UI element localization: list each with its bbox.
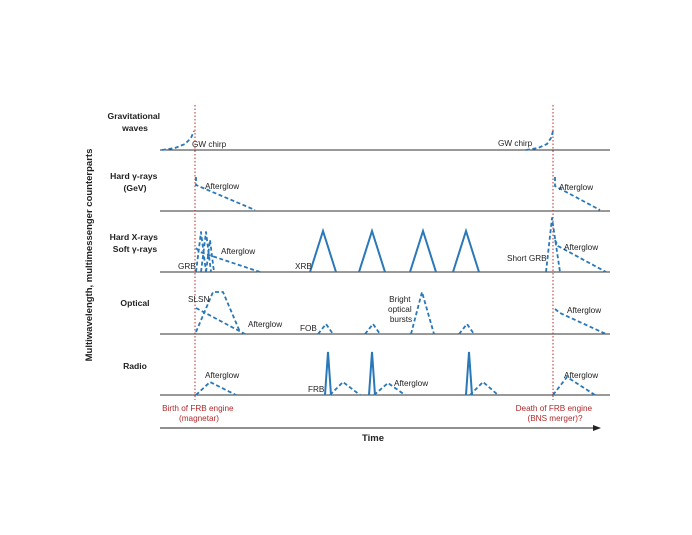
band-label-gamma: Hard γ-rays (GeV) (110, 171, 160, 193)
gamma-afterglow-left (195, 177, 256, 211)
label-afterglow-optical-right: Afterglow (567, 306, 601, 315)
frb-spike-1 (324, 351, 332, 396)
label-afterglow-radio-right: Afterglow (564, 371, 598, 380)
label-gw-chirp-left: GW chirp (192, 140, 227, 149)
label-gw-chirp-right: GW chirp (498, 139, 533, 148)
label-frb: FRB (308, 385, 325, 394)
radio-afterglow-left (195, 381, 237, 396)
fob-bump-1 (317, 323, 334, 335)
radio-afterglow-right (552, 376, 596, 396)
label-short-grb: Short GRB (507, 254, 547, 263)
short-grb-spike (545, 217, 561, 273)
xrb-peak-1 (309, 227, 337, 273)
label-afterglow-radio-left: Afterglow (205, 371, 239, 380)
gamma-afterglow-right (554, 177, 601, 211)
band-label-radio: Radio (123, 361, 147, 371)
xray-afterglow-left (195, 247, 261, 273)
band-label-gw: Gravitational waves (108, 111, 163, 133)
label-afterglow-radio-mid: Afterglow (394, 379, 428, 388)
radio-afterglow-frb-3 (469, 381, 499, 396)
death-event-label: Death of FRB engine (BNS merger)? (516, 404, 595, 423)
bright-optical-burst (410, 291, 435, 335)
label-slsn: SLSN (188, 295, 209, 304)
fob-bump-3 (458, 323, 475, 335)
radio-afterglow-frb-1 (329, 381, 361, 396)
optical-afterglow-left (195, 307, 246, 335)
label-bright-optical-bursts: Bright optical bursts (388, 295, 414, 324)
label-xrb: XRB (295, 262, 312, 271)
label-afterglow-gamma-right: Afterglow (559, 183, 593, 192)
xrb-peak-4 (452, 227, 480, 273)
grb-spike-2 (200, 231, 212, 273)
xrb-peak-3 (409, 227, 437, 273)
band-label-optical: Optical (120, 298, 149, 308)
birth-event-label: Birth of FRB engine (magnetar) (162, 404, 236, 423)
label-grb: GRB (178, 262, 196, 271)
fob-bump-2 (364, 323, 381, 335)
y-axis-label: Multiwavelength, multimessenger counterp… (84, 149, 95, 362)
frb-spike-3 (465, 351, 473, 396)
label-fob: FOB (300, 324, 317, 333)
band-label-xray: Hard X-rays Soft γ-rays (110, 232, 161, 254)
label-afterglow-xray-left: Afterglow (221, 247, 255, 256)
x-axis-label: Time (362, 433, 384, 444)
optical-afterglow-right (554, 308, 607, 335)
grb-spike-3 (205, 239, 215, 273)
label-afterglow-gamma-left: Afterglow (205, 182, 239, 191)
gw-chirp-right (525, 130, 554, 151)
label-afterglow-optical-left: Afterglow (248, 320, 282, 329)
grb-spike-1 (195, 231, 207, 273)
label-afterglow-xray-right: Afterglow (564, 243, 598, 252)
xray-afterglow-right (554, 239, 607, 273)
xrb-peak-2 (358, 227, 386, 273)
gw-chirp-left (161, 130, 195, 151)
frb-spike-2 (368, 351, 376, 396)
